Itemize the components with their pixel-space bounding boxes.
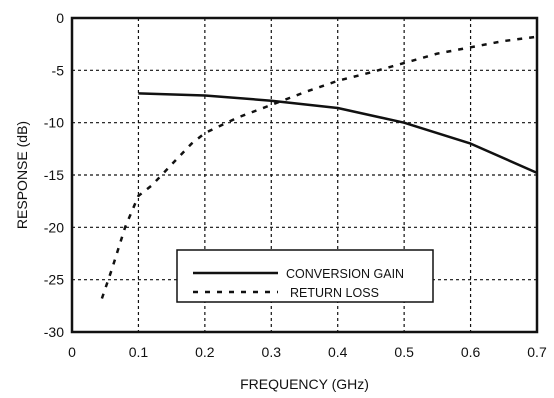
x-tick-label: 0.4 <box>328 344 348 360</box>
legend: CONVERSION GAIN RETURN LOSS <box>176 249 434 303</box>
x-tick-label: 0.1 <box>129 344 149 360</box>
x-tick-label: 0.2 <box>195 344 215 360</box>
grid <box>72 18 537 332</box>
legend-label-return-loss: RETURN LOSS <box>290 286 379 300</box>
y-axis-label: RESPONSE (dB) <box>14 121 30 229</box>
legend-label-conversion-gain: CONVERSION GAIN <box>286 267 404 281</box>
tick-labels: 0 0.1 0.2 0.3 0.4 0.5 0.6 0.7 0 -5 -10 -15 -20 -25 -30 <box>44 10 547 360</box>
y-tick-label: 0 <box>56 10 64 26</box>
series-line-return-loss <box>100 35 538 299</box>
x-tick-label: 0.7 <box>527 344 547 360</box>
x-tick-label: 0.3 <box>262 344 282 360</box>
x-axis-label: FREQUENCY (GHz) <box>240 376 369 392</box>
y-tick-label: -30 <box>44 324 64 340</box>
y-tick-label: -20 <box>44 219 64 235</box>
series-line-conversion-gain <box>138 92 538 175</box>
y-tick-label: -5 <box>52 62 65 78</box>
x-tick-label: 0.6 <box>461 344 481 360</box>
legend-box <box>176 249 434 303</box>
x-tick-label: 0 <box>68 344 76 360</box>
y-tick-label: -10 <box>44 115 64 131</box>
y-tick-label: -25 <box>44 272 64 288</box>
x-tick-label: 0.5 <box>394 344 414 360</box>
plot-frame <box>70 16 539 334</box>
series-layer <box>100 35 538 299</box>
y-tick-label: -15 <box>44 167 64 183</box>
